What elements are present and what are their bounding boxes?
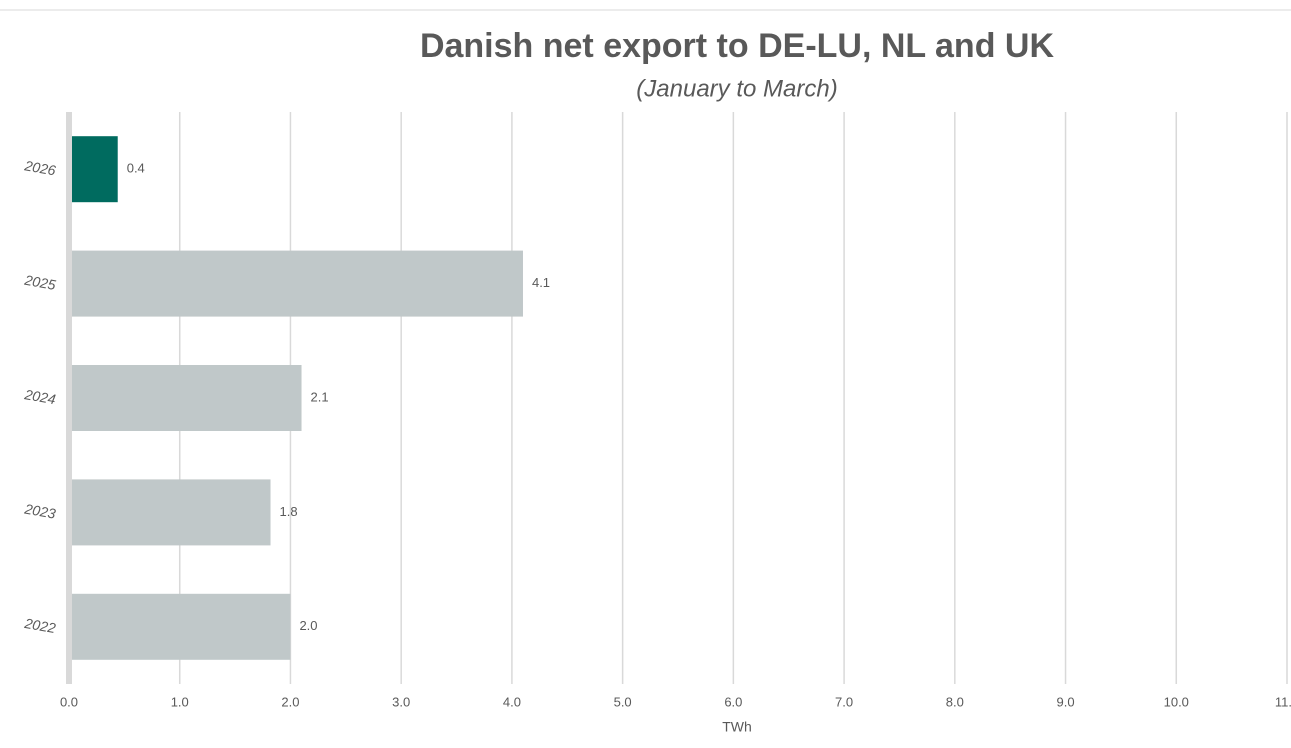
chart-title: Danish net export to DE-LU, NL and UK (420, 27, 1055, 65)
y-tick-label: 2026 (23, 157, 58, 178)
data-label: 2.0 (299, 618, 317, 633)
bar (69, 479, 271, 546)
x-tick-label: 0.0 (60, 694, 78, 709)
bar (69, 250, 523, 317)
x-tick-label: 6.0 (724, 694, 742, 709)
y-tick-label: 2022 (23, 615, 58, 636)
y-tick-label: 2025 (23, 272, 58, 293)
y-tick-label: 2024 (23, 386, 58, 407)
x-tick-label: 3.0 (392, 694, 410, 709)
chart-subtitle: (January to March) (636, 75, 837, 102)
x-tick-label: 10.0 (1164, 694, 1189, 709)
x-tick-label: 1.0 (171, 694, 189, 709)
bar (69, 136, 118, 203)
x-tick-label: 9.0 (1057, 694, 1075, 709)
x-tick-label: 5.0 (614, 694, 632, 709)
data-label: 1.8 (280, 504, 298, 519)
bar (69, 593, 291, 660)
x-axis-label: TWh (722, 719, 752, 735)
y-tick-label: 2023 (23, 500, 58, 521)
data-label: 2.1 (311, 389, 329, 404)
x-tick-label: 8.0 (946, 694, 964, 709)
x-tick-label: 11.0 (1275, 694, 1291, 709)
data-label: 4.1 (532, 275, 550, 290)
x-tick-label: 4.0 (503, 694, 521, 709)
x-tick-label: 2.0 (281, 694, 299, 709)
data-label: 0.4 (127, 161, 145, 176)
x-tick-label: 7.0 (835, 694, 853, 709)
bar (69, 365, 302, 431)
